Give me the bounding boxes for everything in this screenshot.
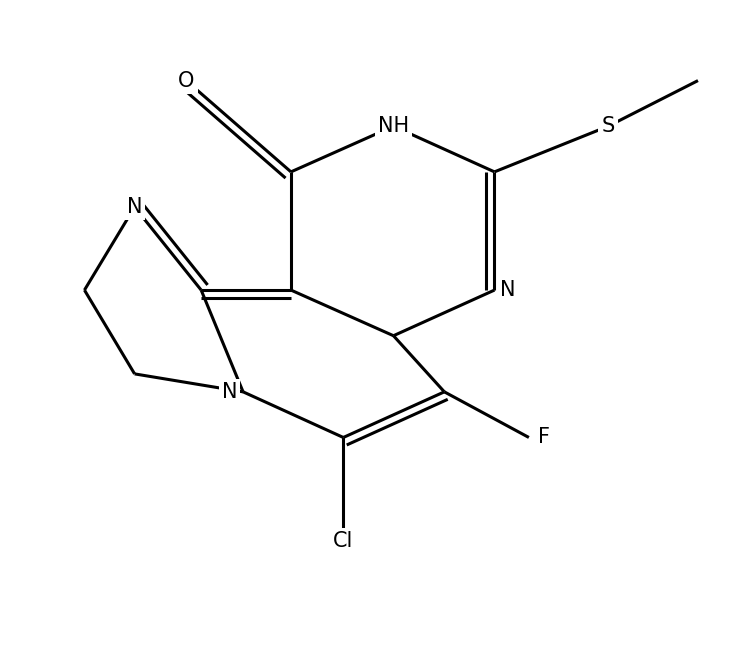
Text: O: O bbox=[178, 71, 195, 91]
Text: Cl: Cl bbox=[333, 532, 354, 552]
Text: N: N bbox=[222, 382, 238, 402]
Text: N: N bbox=[500, 280, 516, 300]
Text: NH: NH bbox=[378, 116, 409, 136]
Text: N: N bbox=[127, 197, 143, 217]
Text: S: S bbox=[602, 116, 615, 136]
Text: F: F bbox=[538, 428, 550, 447]
